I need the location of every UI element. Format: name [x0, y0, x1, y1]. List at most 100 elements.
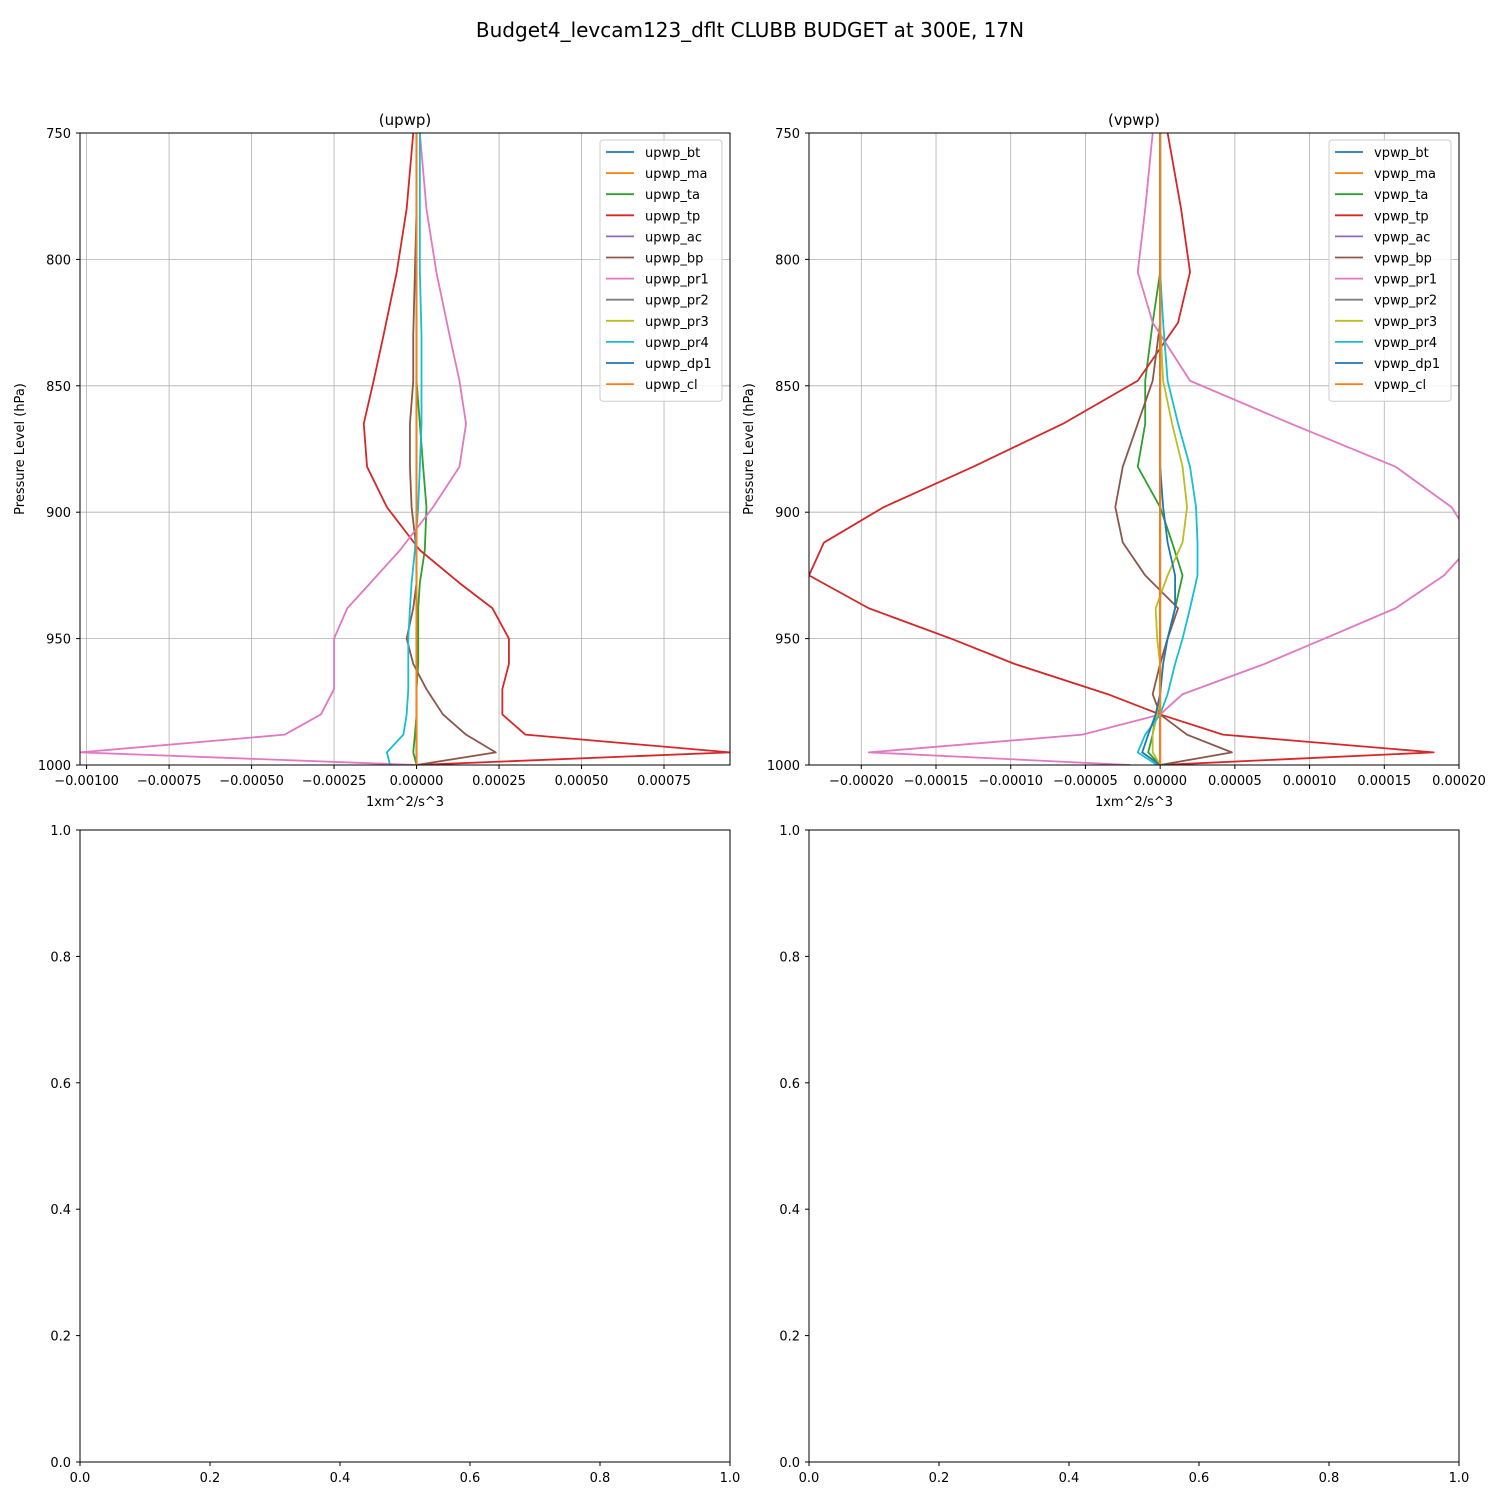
legend-box: [1328, 139, 1452, 402]
y-tick-label: 0.6: [50, 1077, 71, 1092]
x-tick-label: 0.00075: [637, 774, 691, 789]
plot-frame: [808, 132, 1460, 766]
legend-entry-vpwp_bp: vpwp_bp: [1374, 252, 1432, 267]
x-tick-label: 0.6: [460, 1471, 481, 1486]
subplot-2: −0.00020 −0.00015 −0.00010 −0.00005 0.00000 0…: [742, 111, 1486, 810]
x-tick-label: 0.0: [70, 1471, 91, 1486]
subplot-title: (vpwp): [1108, 111, 1160, 129]
subplot-4: 0.0 0.2 0.4 0.6 0.8 1.0 0.0 0.2 0.4 0.6 0.8 1.0: [779, 824, 1469, 1486]
subplots: −0.00100 −0.00075 −0.00050 −0.00025 0.00000 0…: [13, 111, 1486, 1486]
y-tick-label: 0.4: [50, 1203, 71, 1218]
legend-entry-upwp_pr1: upwp_pr1: [645, 273, 709, 288]
series-line-upwp_pr4: [385, 133, 423, 765]
x-tick-label: 1.0: [720, 1471, 741, 1486]
x-tick-label: 0.4: [1059, 1471, 1080, 1486]
legend-entry-upwp_bt: upwp_bt: [645, 146, 700, 161]
x-tick-label: −0.00015: [904, 774, 969, 789]
series-line-vpwp_pr1: [867, 133, 1459, 765]
x-tick-label: 0.4: [330, 1471, 351, 1486]
x-tick-label: 0.0: [799, 1471, 820, 1486]
x-tick-label: −0.00025: [302, 774, 367, 789]
x-axis-label: 1xm^2/s^3: [366, 795, 444, 810]
legend-entry-upwp_bp: upwp_bp: [645, 252, 703, 267]
x-tick-label: 0.00000: [390, 774, 444, 789]
series-line-upwp_tp: [362, 133, 730, 765]
legend-entry-vpwp_bt: vpwp_bt: [1374, 146, 1429, 161]
legend-entry-upwp_ma: upwp_ma: [645, 167, 708, 182]
legend-entry-upwp_tp: upwp_tp: [645, 209, 700, 224]
y-tick-label: 0.0: [779, 1456, 800, 1471]
y-tick-label: 1.0: [779, 824, 800, 839]
y-tick-label: 950: [775, 633, 800, 648]
y-tick-label: 800: [775, 253, 800, 268]
legend-entry-vpwp_pr4: vpwp_pr4: [1374, 336, 1437, 351]
legend-box: [599, 139, 723, 402]
x-axis-label: 1xm^2/s^3: [1095, 795, 1173, 810]
x-tick-label: −0.00005: [1053, 774, 1118, 789]
x-tick-label: −0.00075: [137, 774, 202, 789]
y-tick-label: 0.2: [779, 1330, 800, 1345]
y-tick-label: 0.8: [779, 950, 800, 965]
legend-entry-vpwp_ac: vpwp_ac: [1374, 230, 1430, 245]
legend-entry-upwp_cl: upwp_cl: [645, 378, 698, 393]
plot-frame: [808, 829, 1460, 1463]
legend: vpwp_bt vpwp_ma vpwp_ta vpwp_tp vpwp_ac vpwp_…: [1328, 139, 1452, 402]
y-tick-label: 900: [46, 506, 71, 521]
y-tick-label: 1000: [38, 759, 71, 774]
series-lines: [80, 133, 730, 765]
legend-entry-upwp_pr4: upwp_pr4: [645, 336, 709, 351]
y-tick-label: 750: [46, 127, 71, 142]
y-tick-label: 1.0: [50, 824, 71, 839]
y-tick-label: 850: [775, 380, 800, 395]
legend-entry-upwp_pr2: upwp_pr2: [645, 294, 709, 309]
x-tick-label: 0.00005: [1208, 774, 1262, 789]
x-tick-label: 0.2: [200, 1471, 221, 1486]
x-tick-label: 0.00020: [1432, 774, 1486, 789]
series-line-vpwp_tp: [809, 133, 1435, 765]
y-tick-label: 0.6: [779, 1077, 800, 1092]
series-line-upwp_pr1: [80, 133, 467, 765]
x-tick-label: 0.00025: [472, 774, 526, 789]
y-tick-label: 1000: [767, 759, 800, 774]
y-tick-label: 750: [775, 127, 800, 142]
x-tick-label: 0.8: [590, 1471, 611, 1486]
legend-entry-vpwp_pr1: vpwp_pr1: [1374, 273, 1437, 288]
x-tick-label: −0.00010: [978, 774, 1043, 789]
legend-entry-vpwp_tp: vpwp_tp: [1374, 209, 1429, 224]
legend-entry-upwp_pr3: upwp_pr3: [645, 315, 709, 330]
y-tick-label: 800: [46, 253, 71, 268]
y-tick-label: 950: [46, 633, 71, 648]
x-tick-label: 0.00015: [1357, 774, 1411, 789]
x-tick-label: 0.00010: [1283, 774, 1337, 789]
x-tick-label: 0.00000: [1133, 774, 1187, 789]
plot-frame: [79, 132, 731, 766]
legend-entry-vpwp_dp1: vpwp_dp1: [1374, 357, 1440, 372]
plot-frame: [79, 829, 731, 1463]
series-lines: [809, 133, 1459, 765]
legend-entry-vpwp_ta: vpwp_ta: [1374, 188, 1428, 203]
legend-entry-vpwp_pr2: vpwp_pr2: [1374, 294, 1437, 309]
y-tick-label: 0.2: [50, 1330, 71, 1345]
x-tick-label: 0.00050: [555, 774, 609, 789]
y-tick-label: 0.8: [50, 950, 71, 965]
y-axis-label: Pressure Level (hPa): [742, 383, 757, 515]
y-tick-label: 0.4: [779, 1203, 800, 1218]
x-tick-label: 0.8: [1319, 1471, 1340, 1486]
subplot-1: −0.00100 −0.00075 −0.00050 −0.00025 0.00000 0…: [13, 111, 731, 810]
x-tick-label: −0.00020: [829, 774, 894, 789]
legend-entry-vpwp_ma: vpwp_ma: [1374, 167, 1436, 182]
legend-entry-upwp_ta: upwp_ta: [645, 188, 700, 203]
series-line-vpwp_pr4: [1136, 133, 1199, 765]
figure-suptitle: Budget4_levcam123_dflt CLUBB BUDGET at 3…: [476, 18, 1024, 42]
x-tick-label: 1.0: [1449, 1471, 1470, 1486]
y-tick-label: 850: [46, 380, 71, 395]
subplot-3: 0.0 0.2 0.4 0.6 0.8 1.0 0.0 0.2 0.4 0.6 0.8 1.0: [50, 824, 740, 1486]
y-axis-label: Pressure Level (hPa): [13, 383, 28, 515]
y-tick-label: 900: [775, 506, 800, 521]
x-tick-label: 0.6: [1189, 1471, 1210, 1486]
legend-entry-upwp_dp1: upwp_dp1: [645, 357, 712, 372]
legend: upwp_bt upwp_ma upwp_ta upwp_tp upwp_ac upwp_…: [599, 139, 723, 402]
legend-entry-vpwp_pr3: vpwp_pr3: [1374, 315, 1437, 330]
